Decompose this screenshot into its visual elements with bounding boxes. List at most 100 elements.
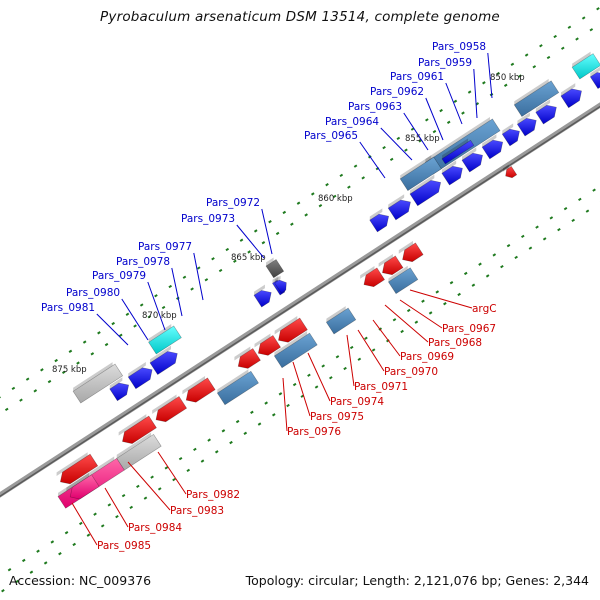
gene-label: Pars_0961 bbox=[390, 71, 444, 83]
feature-block bbox=[325, 307, 357, 335]
tick-mark bbox=[261, 241, 266, 245]
tick-mark bbox=[40, 368, 44, 372]
tick-mark bbox=[400, 329, 404, 334]
tick-mark bbox=[172, 477, 176, 482]
tick-mark bbox=[347, 185, 351, 189]
tick-mark bbox=[553, 34, 557, 39]
leader-line bbox=[193, 252, 204, 301]
tick-mark bbox=[446, 120, 451, 124]
tick-mark bbox=[43, 561, 48, 565]
gene-label: Pars_0978 bbox=[116, 256, 170, 268]
tick-mark bbox=[485, 274, 490, 278]
tick-mark bbox=[121, 493, 126, 498]
tick-mark bbox=[404, 148, 408, 152]
tick-mark bbox=[343, 366, 347, 371]
tick-mark bbox=[107, 503, 112, 507]
leader-line bbox=[147, 281, 166, 331]
tick-mark bbox=[190, 287, 194, 291]
tick-mark bbox=[439, 108, 443, 113]
kbp-tick-label: 875 kbp bbox=[52, 365, 87, 375]
tick-mark bbox=[596, 7, 600, 11]
tick-mark bbox=[253, 229, 258, 233]
tick-mark bbox=[463, 271, 468, 276]
reverse-gene bbox=[278, 317, 308, 343]
gene-label: Pars_0981 bbox=[41, 302, 95, 314]
forward-gene bbox=[149, 351, 178, 375]
leader-line bbox=[157, 451, 187, 495]
tick-mark bbox=[1, 589, 5, 593]
tick-mark bbox=[207, 438, 211, 442]
forward-gene bbox=[109, 382, 130, 402]
forward-gene bbox=[127, 367, 153, 390]
tick-mark bbox=[304, 213, 308, 217]
gene-label: Pars_0965 bbox=[304, 130, 358, 142]
tick-mark bbox=[136, 484, 140, 489]
gene-label: Pars_0970 bbox=[384, 366, 438, 378]
tick-mark bbox=[200, 459, 205, 463]
gene-label: Pars_0973 bbox=[181, 213, 235, 225]
leader-line bbox=[71, 502, 98, 546]
reverse-gene bbox=[185, 377, 216, 403]
leader-line bbox=[292, 361, 311, 417]
tick-mark bbox=[150, 475, 154, 479]
tick-mark bbox=[264, 401, 268, 405]
tick-mark bbox=[278, 392, 283, 396]
tick-mark bbox=[243, 431, 248, 435]
tick-mark bbox=[225, 247, 230, 252]
leader-line bbox=[425, 97, 444, 141]
map-title: Pyrobaculum arsenaticum DSM 13514, compl… bbox=[100, 9, 500, 25]
gene-label: Pars_0968 bbox=[428, 337, 482, 349]
tick-mark bbox=[318, 204, 323, 208]
tick-mark bbox=[542, 237, 547, 241]
tick-mark bbox=[425, 118, 429, 122]
reverse-gene bbox=[237, 348, 261, 369]
tick-mark bbox=[129, 505, 134, 510]
leader-line bbox=[236, 224, 265, 259]
leader-line bbox=[127, 461, 171, 511]
tick-mark bbox=[7, 568, 12, 572]
tick-mark bbox=[575, 37, 579, 41]
tick-mark bbox=[567, 25, 572, 29]
genome-backbone bbox=[0, 102, 600, 498]
leader-line bbox=[372, 319, 401, 357]
tick-mark bbox=[418, 139, 423, 143]
tick-mark bbox=[76, 361, 80, 365]
tick-mark bbox=[193, 447, 197, 452]
feature-block bbox=[72, 363, 124, 404]
tick-mark bbox=[478, 262, 482, 266]
tick-mark bbox=[239, 238, 244, 242]
kbp-tick-label: 860 kbp bbox=[318, 194, 353, 204]
tick-mark bbox=[68, 349, 73, 353]
tick-mark bbox=[528, 246, 533, 250]
tick-mark bbox=[15, 579, 19, 584]
tick-mark bbox=[21, 558, 26, 563]
feature-block bbox=[399, 156, 442, 192]
tick-mark bbox=[557, 227, 561, 232]
tick-mark bbox=[119, 333, 123, 337]
tick-mark bbox=[335, 355, 340, 359]
tick-mark bbox=[111, 321, 115, 326]
tick-mark bbox=[571, 218, 576, 223]
tick-mark bbox=[492, 253, 497, 257]
tick-mark bbox=[161, 305, 166, 310]
tick-mark bbox=[233, 259, 237, 263]
tick-mark bbox=[592, 188, 596, 192]
gene-label: Pars_0974 bbox=[330, 396, 384, 408]
forward-gene bbox=[516, 117, 537, 137]
tick-mark bbox=[11, 386, 16, 391]
tick-mark bbox=[432, 129, 437, 134]
feature-block bbox=[513, 80, 560, 117]
tick-mark bbox=[332, 194, 337, 199]
tick-mark bbox=[535, 225, 539, 229]
leader-line bbox=[473, 68, 478, 119]
forward-gene bbox=[387, 199, 411, 221]
reverse-gene bbox=[257, 335, 281, 356]
leader-line bbox=[359, 141, 386, 179]
tick-mark bbox=[421, 299, 425, 303]
gene-label: Pars_0962 bbox=[370, 86, 424, 98]
gene-label: Pars_0975 bbox=[310, 411, 364, 423]
reverse-gene bbox=[505, 165, 518, 179]
tick-mark bbox=[578, 197, 582, 202]
reverse-gene bbox=[363, 267, 385, 288]
tick-mark bbox=[514, 255, 518, 260]
